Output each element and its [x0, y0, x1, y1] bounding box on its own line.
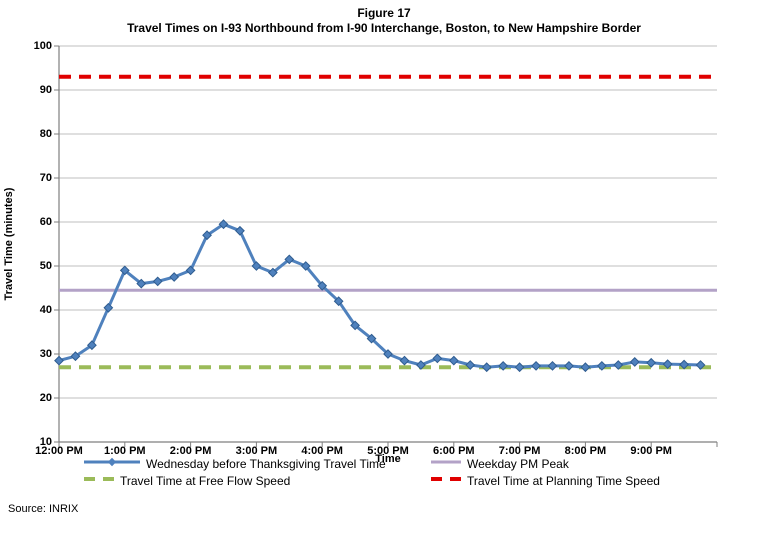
series-marker — [531, 360, 541, 371]
legend-swatch — [431, 456, 461, 473]
x-tick-label-7-00-PM: 7:00 PM — [498, 445, 541, 457]
series-marker — [465, 360, 476, 370]
chart-subtitle: Travel Times on I-93 Northbound from I-9… — [127, 21, 641, 35]
series-marker — [580, 362, 591, 373]
legend-swatch-dashed — [431, 477, 461, 481]
x-tick-label-2-00-PM: 2:00 PM — [169, 445, 212, 457]
series-marker — [695, 360, 706, 370]
series-marker — [383, 349, 393, 359]
legend-swatch — [84, 456, 140, 473]
x-axis-title: Time — [375, 453, 401, 465]
series-marker — [169, 272, 180, 282]
chart-title: Figure 17 — [357, 6, 411, 20]
series-marker — [267, 267, 278, 278]
legend-label: Wednesday before Thanksgiving Travel Tim… — [146, 457, 386, 471]
series-marker — [317, 280, 328, 291]
series-marker — [136, 278, 147, 289]
series-marker — [514, 362, 525, 373]
legend-item-travel-time-at-free-flow-speed: Travel Time at Free Flow Speed — [84, 473, 386, 490]
series-marker — [218, 219, 229, 230]
series-marker — [399, 355, 410, 366]
series-marker — [629, 357, 640, 367]
legend-swatch — [431, 473, 461, 490]
x-tick-label-12-00-PM: 12:00 PM — [35, 445, 83, 457]
x-tick-label-9-00-PM: 9:00 PM — [630, 445, 672, 457]
legend-swatch-dashed — [84, 477, 114, 481]
y-tick-label-40: 40 — [39, 304, 52, 316]
series-marker — [86, 340, 97, 351]
x-tick-label-3-00-PM: 3:00 PM — [235, 445, 278, 457]
series-marker — [300, 261, 311, 271]
series-marker — [448, 355, 459, 366]
legend-right-column: Weekday PM Peak Travel Time at Planning T… — [431, 456, 660, 490]
series-marker — [251, 261, 262, 271]
series-marker — [481, 362, 492, 373]
series-marker — [498, 360, 509, 371]
y-tick-label-100: 100 — [33, 40, 52, 52]
series-marker — [333, 296, 344, 307]
series-marker — [596, 360, 607, 371]
x-tick-label-4-00-PM: 4:00 PM — [301, 445, 343, 457]
legend-swatch-line-marker — [84, 457, 140, 467]
y-tick-label-20: 20 — [39, 392, 52, 404]
source-note: Source: INRIX — [8, 503, 79, 515]
series-line — [58, 222, 701, 369]
x-tick-label-8-00-PM: 8:00 PM — [564, 445, 607, 457]
series-marker — [185, 265, 196, 276]
legend-label: Travel Time at Free Flow Speed — [120, 474, 291, 488]
series-marker — [152, 276, 163, 287]
series-marker — [350, 320, 361, 331]
legend-item-weekday-pm-peak: Weekday PM Peak — [431, 456, 660, 473]
legend-swatch-line — [431, 460, 461, 464]
series-marker — [415, 360, 426, 370]
series-marker — [432, 353, 443, 364]
y-tick-label-80: 80 — [39, 128, 52, 140]
series-marker — [70, 351, 81, 362]
legend-item-wednesday-before-thanksgiving-travel-time: Wednesday before Thanksgiving Travel Tim… — [84, 456, 386, 473]
x-tick-label-1-00-PM: 1:00 PM — [104, 445, 146, 457]
legend-label: Travel Time at Planning Time Speed — [467, 474, 660, 488]
series-marker — [54, 355, 64, 366]
series-marker — [103, 302, 114, 313]
y-tick-label-30: 30 — [39, 348, 52, 360]
y-axis-title: Travel Time (minutes) — [3, 187, 15, 301]
y-tick-label-90: 90 — [39, 84, 52, 96]
series-marker — [662, 359, 673, 370]
y-tick-label-50: 50 — [39, 260, 52, 272]
y-tick-label-60: 60 — [39, 216, 52, 228]
x-tick-label-5-00-PM: 5:00 PM — [367, 445, 409, 457]
series-marker — [679, 359, 690, 370]
series-marker — [119, 265, 130, 276]
legend-swatch — [84, 473, 114, 490]
y-tick-label-70: 70 — [39, 172, 52, 184]
legend-item-travel-time-at-planning-time-speed: Travel Time at Planning Time Speed — [431, 473, 660, 490]
y-tick-label-10: 10 — [39, 436, 52, 448]
series-marker — [235, 225, 245, 236]
series-marker — [547, 360, 558, 371]
series-marker — [284, 254, 295, 265]
x-tick-label-6-00-PM: 6:00 PM — [433, 445, 475, 457]
series-marker — [564, 360, 574, 371]
series-marker — [366, 333, 377, 344]
series-marker — [646, 357, 657, 368]
legend-left-column: Wednesday before Thanksgiving Travel Tim… — [84, 456, 386, 490]
legend-label: Weekday PM Peak — [467, 457, 569, 471]
series-marker — [613, 360, 624, 370]
series-marker — [202, 230, 212, 241]
